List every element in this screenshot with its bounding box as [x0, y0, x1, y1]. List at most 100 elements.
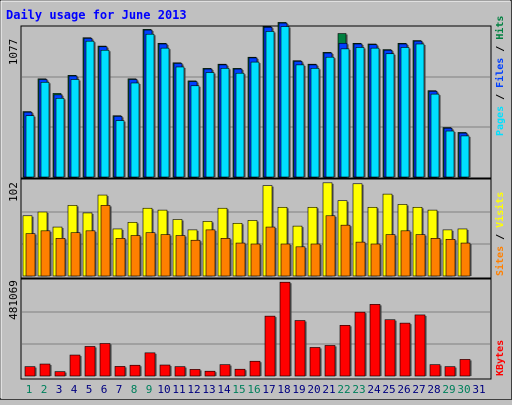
bar-shadow-sites-day-17	[275, 228, 277, 276]
bar-pages-day-1	[25, 115, 35, 178]
x-tick-label-21: 21	[322, 383, 335, 396]
bar-shadow-pages-day-17	[274, 32, 276, 178]
bar-shadow-kbytes-day-13	[215, 372, 217, 376]
bar-shadow-pages-day-25	[394, 54, 396, 177]
bar-kbytes-day-6	[99, 343, 111, 377]
x-tick-label-30: 30	[457, 383, 470, 396]
x-tick-label-8: 8	[131, 383, 138, 396]
x-tick-label-27: 27	[412, 383, 425, 396]
bar-sites-day-28	[430, 238, 441, 277]
legend-sep-2: /	[495, 40, 506, 58]
bar-shadow-kbytes-day-1	[35, 367, 37, 376]
x-tick-label-14: 14	[217, 383, 231, 396]
bar-shadow-sites-day-14	[230, 239, 232, 276]
bar-shadow-pages-day-24	[379, 49, 381, 177]
bar-sites-day-4	[70, 232, 81, 277]
bar-shadow-visits-day-18	[287, 208, 289, 276]
panel-kbytes-frame	[20, 278, 492, 380]
y-max-label-visits: 102	[7, 182, 20, 202]
bar-shadow-sites-day-29	[455, 240, 457, 276]
bar-sites-day-14	[220, 238, 231, 277]
bar-shadow-pages-day-23	[364, 48, 366, 177]
bar-kbytes-day-1	[24, 366, 36, 377]
bar-kbytes-day-30	[459, 359, 471, 377]
x-tick-label-3: 3	[56, 383, 63, 396]
x-tick-label-28: 28	[427, 383, 440, 396]
x-tick-label-2: 2	[41, 383, 48, 396]
x-tick-label-26: 26	[397, 383, 410, 396]
bar-shadow-kbytes-day-10	[170, 366, 172, 376]
bar-shadow-kbytes-day-20	[320, 348, 322, 376]
bar-shadow-pages-day-26	[409, 48, 411, 177]
panel-visits-frame	[20, 178, 492, 279]
bar-pages-day-12	[190, 85, 200, 178]
bar-sites-day-21	[325, 215, 336, 277]
bar-shadow-pages-day-27	[424, 44, 426, 178]
x-tick-label-1: 1	[26, 383, 33, 396]
bar-shadow-pages-day-13	[214, 73, 216, 177]
bar-pages-day-17	[265, 31, 275, 178]
bar-shadow-pages-day-3	[64, 99, 66, 177]
bar-shadow-pages-day-4	[79, 80, 81, 177]
bar-shadow-pages-day-11	[184, 67, 186, 177]
bar-kbytes-day-2	[39, 363, 51, 377]
bar-shadow-sites-day-24	[380, 245, 382, 276]
x-tick-label-24: 24	[367, 383, 381, 396]
x-tick-label-15: 15	[232, 383, 245, 396]
x-tick-label-9: 9	[146, 383, 153, 396]
bar-sites-day-8	[130, 235, 141, 277]
x-tick-label-12: 12	[187, 383, 200, 396]
x-tick-label-13: 13	[202, 383, 215, 396]
bar-shadow-pages-day-22	[349, 49, 351, 177]
x-tick-label-11: 11	[172, 383, 185, 396]
bar-shadow-kbytes-day-8	[140, 366, 142, 376]
bar-shadow-kbytes-day-29	[455, 367, 457, 376]
bar-shadow-pages-day-5	[94, 42, 96, 177]
bar-shadow-kbytes-day-9	[155, 353, 157, 376]
bar-shadow-sites-day-21	[335, 216, 337, 276]
bar-shadow-pages-day-9	[154, 35, 156, 177]
bar-shadow-pages-day-14	[229, 69, 231, 177]
bar-sites-day-24	[370, 243, 381, 277]
x-tick-label-4: 4	[71, 383, 78, 396]
bar-sites-day-3	[55, 238, 66, 277]
bar-shadow-pages-day-2	[49, 83, 51, 177]
x-tick-label-17: 17	[262, 383, 275, 396]
bar-kbytes-day-15	[234, 368, 246, 377]
bar-pages-day-30	[460, 135, 470, 178]
bar-pages-day-21	[325, 56, 335, 178]
bar-shadow-kbytes-day-25	[395, 320, 397, 376]
bar-sites-day-18	[280, 243, 291, 277]
x-tick-label-10: 10	[157, 383, 170, 396]
bar-shadow-sites-day-16	[260, 245, 262, 276]
bar-shadow-sites-day-25	[395, 235, 397, 276]
x-tick-label-7: 7	[116, 383, 123, 396]
x-tick-label-18: 18	[277, 383, 290, 396]
bar-pages-day-28	[430, 93, 440, 178]
bar-kbytes-day-10	[159, 364, 171, 377]
bar-shadow-pages-day-18	[289, 27, 291, 178]
bar-sites-day-19	[295, 246, 306, 277]
bar-shadow-sites-day-11	[185, 236, 187, 276]
bar-shadow-pages-day-19	[304, 65, 306, 177]
bar-shadow-sites-day-7	[125, 239, 127, 276]
bar-shadow-sites-day-23	[365, 243, 367, 276]
bar-pages-day-5	[85, 40, 95, 178]
bar-shadow-pages-day-6	[109, 51, 111, 178]
bar-shadow-kbytes-day-21	[335, 346, 337, 376]
bar-shadow-pages-day-29	[454, 132, 456, 177]
legend-sep-1: /	[495, 88, 506, 106]
x-tick-label-22: 22	[337, 383, 350, 396]
bar-sites-day-22	[340, 224, 351, 277]
y-max-label-hits: 1077	[7, 39, 20, 66]
bar-kbytes-day-19	[294, 320, 306, 377]
bar-shadow-kbytes-day-27	[425, 315, 427, 376]
bar-sites-day-1	[25, 233, 36, 277]
legend-hits-panel: Pages / Files / Hits	[494, 16, 506, 136]
bar-kbytes-day-21	[324, 345, 336, 377]
bar-shadow-kbytes-day-23	[365, 313, 367, 376]
bar-kbytes-day-26	[399, 322, 411, 377]
bar-pages-day-19	[295, 64, 305, 178]
bar-sites-day-15	[235, 242, 246, 277]
